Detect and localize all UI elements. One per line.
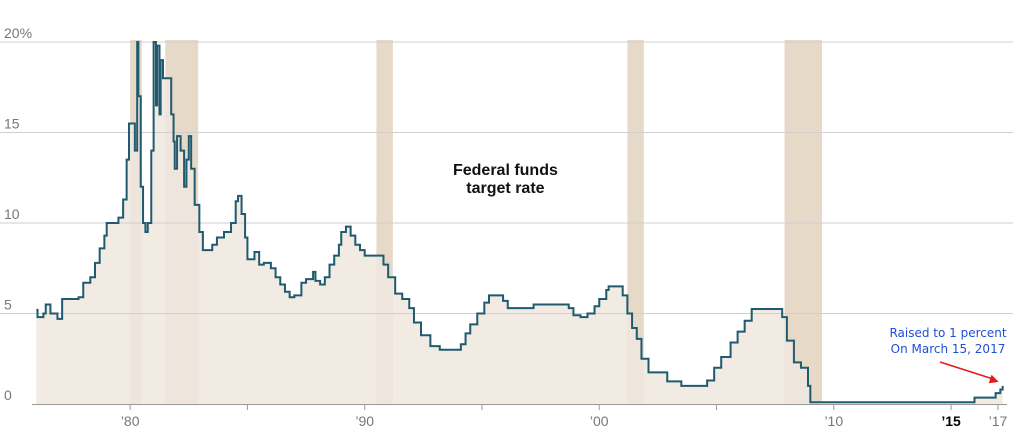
labels: Federal funds target rate Raised to 1 pe… <box>453 162 1007 356</box>
x-tick-label: ’90 <box>355 413 374 429</box>
x-tick-label: ’80 <box>121 413 140 429</box>
y-tick-label: 15 <box>4 116 20 132</box>
y-tick-label: 20% <box>4 25 32 41</box>
series-label-line-2: target rate <box>466 180 544 197</box>
annotation-line-2: On March 15, 2017 <box>891 342 1006 356</box>
arrow-shaft <box>939 361 993 380</box>
y-tick-label: 10 <box>4 206 20 222</box>
annotation-line-1: Raised to 1 percent <box>889 326 1006 340</box>
x-tick-label: ’17 <box>989 413 1008 429</box>
arrow-head <box>988 374 999 384</box>
x-tick-label: ’10 <box>824 413 843 429</box>
rate-line <box>36 41 1004 404</box>
series-label-line-1: Federal funds <box>453 162 558 179</box>
rate-line-group <box>36 41 1004 404</box>
x-tick-label: ’00 <box>590 413 609 429</box>
gridlines <box>0 41 1013 314</box>
annotation-arrow <box>939 361 999 384</box>
y-tick-label: 0 <box>4 387 12 403</box>
axes: 0 5 10 15 20% ’80 ’90 ’00 ’10 ’15 ’17 <box>4 25 1008 429</box>
x-tick-label: ’15 <box>941 413 961 429</box>
y-tick-label: 5 <box>4 297 12 313</box>
